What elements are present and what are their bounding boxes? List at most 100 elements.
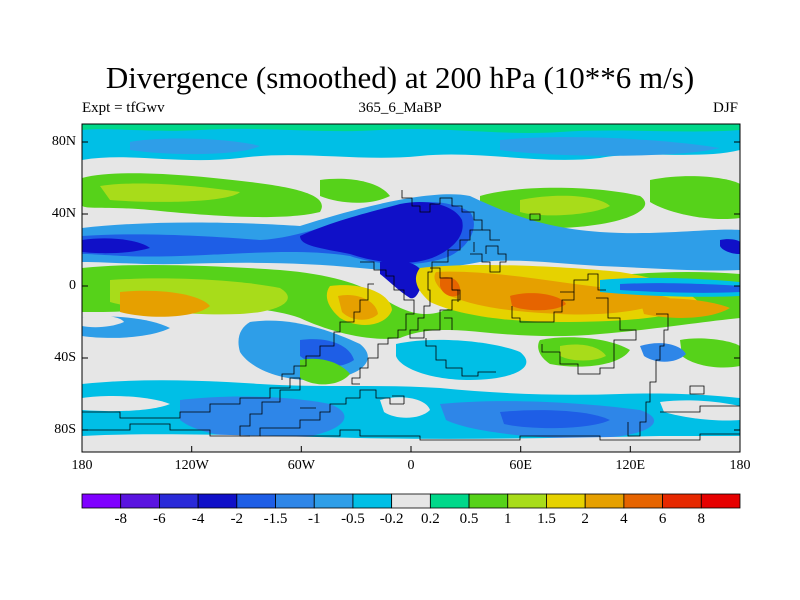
y-tick-label-80S: 80S: [54, 422, 76, 437]
outline-tibet-block: [529, 213, 541, 221]
region-arctic-blue-west: [130, 138, 260, 155]
outline-africa-interior: [444, 289, 459, 330]
outline-antarctic-lower: [82, 423, 740, 441]
colorbar-level-label: -1: [307, 511, 321, 527]
region-eq-orange-mid: [338, 294, 378, 320]
chart-title: Divergence (smoothed) at 200 hPa (10**6 …: [105, 60, 695, 95]
outline-antarctic-mid: [300, 395, 405, 409]
y-tick-label-80N: 80N: [51, 134, 76, 149]
colorbar-level-label: -0.2: [379, 511, 404, 527]
region-sh-grey-gap-2: [380, 397, 430, 418]
outline-south-america: [351, 261, 415, 385]
region-arctic-green: [82, 124, 740, 133]
outline-africa-south: [425, 338, 496, 377]
region-sh-green-australia: [680, 338, 740, 368]
case-label: 365_6_MaBP: [358, 100, 442, 116]
colorbar-swatch: [313, 493, 354, 509]
colorbar-swatch: [120, 493, 160, 509]
region-nh-darkblue-core: [300, 201, 463, 263]
outline-australia: [541, 297, 637, 375]
outline-antarctic-upper-east: [660, 405, 740, 413]
y-axis-ticks: [82, 141, 740, 431]
colorbar-swatch: [507, 493, 547, 509]
y-tick-label-40S: 40S: [54, 350, 76, 365]
colorbar-swatch: [275, 493, 315, 509]
region-nh-yellowgreen-west: [100, 183, 240, 202]
region-nh-green-mid: [320, 178, 390, 203]
colorbar-level-label: 2: [581, 511, 589, 527]
x-tick-label-60W: 60W: [287, 458, 315, 473]
colorbar-swatch: [391, 493, 431, 509]
region-arctic-blue-east: [500, 137, 720, 156]
region-nh-yellow-east: [520, 195, 610, 216]
x-tick-label-180E: 180: [729, 458, 751, 473]
colorbar-level-label: 4: [620, 511, 628, 527]
colorbar-level-label: -0.5: [341, 511, 365, 527]
colorbar-swatch: [352, 493, 393, 509]
colorbar-level-label: 1.5: [537, 511, 556, 527]
outline-small-island: [689, 385, 705, 395]
x-tick-label-0: 0: [407, 458, 415, 473]
outline-indian-block: [511, 292, 575, 323]
colorbar-level-label: 0.5: [459, 511, 479, 527]
outline-asia-coast: [560, 273, 606, 293]
colorbar-swatch: [662, 493, 702, 509]
region-sh-yellow-indian: [560, 344, 606, 361]
region-nh-darkblue-east: [720, 239, 740, 254]
region-sh-grey-gap-1: [82, 396, 170, 412]
colorbar-swatch: [81, 493, 122, 509]
region-nh-darkblue-west: [82, 238, 150, 254]
region-sh-darkblue-east: [500, 410, 610, 429]
region-sh-blue-band: [180, 396, 345, 440]
colorbar-swatch: [197, 493, 238, 509]
colorbar-level-label: -8: [114, 511, 127, 527]
y-tick-label-0: 0: [69, 278, 76, 293]
experiment-label: Expt = tfGwv: [82, 100, 165, 116]
colorbar-swatch: [623, 493, 663, 509]
colorbar-level-label: -4: [191, 511, 205, 527]
outline-east-australia: [627, 313, 669, 437]
region-nh-darkblue-tongue: [380, 260, 424, 299]
colorbar-level-label: -1.5: [263, 511, 288, 527]
region-eq-blue-east-pacific: [620, 283, 740, 293]
region-nh-green-far-east: [650, 176, 740, 220]
region-sh-green-south-america: [300, 358, 350, 385]
x-axis-ticks: [81, 446, 741, 452]
colorbar-level-label: -2: [230, 511, 244, 527]
season-label: DJF: [712, 100, 738, 116]
x-tick-label-60E: 60E: [509, 458, 532, 473]
region-eq-orange-east: [434, 271, 670, 315]
region-eq-orange-west: [120, 290, 210, 317]
region-antarctic-grey: [82, 434, 740, 452]
outline-asia-interior: [473, 229, 500, 252]
outline-south-america-west: [281, 283, 374, 380]
colorbar-level-label: 0.2: [420, 511, 440, 527]
region-eq-red-indian: [510, 293, 566, 311]
outline-arabia-asia: [470, 245, 507, 273]
x-tick-label-180W: 180: [71, 458, 93, 473]
continent-outlines: [82, 190, 740, 441]
x-tick-label-120W: 120W: [174, 458, 209, 473]
colorbar-swatch: [429, 493, 470, 509]
outline-europe-africa: [401, 190, 483, 339]
colorbar: [81, 493, 741, 509]
x-tick-label-120E: 120E: [615, 458, 646, 473]
colorbar-level-label: -6: [153, 511, 166, 527]
region-sh-blue-australia: [640, 343, 686, 362]
colorbar-swatch: [584, 493, 625, 509]
colorbar-swatch: [700, 493, 741, 509]
colorbar-swatch: [159, 493, 199, 509]
colorbar-level-label: 1: [504, 511, 512, 527]
region-sh-cyan-atlantic: [396, 339, 527, 380]
colorbar-level-label: 6: [658, 511, 667, 527]
colorbar-swatch: [468, 493, 509, 509]
y-tick-label-40N: 40N: [51, 206, 76, 221]
region-eq-orange-west-pacific: [640, 298, 730, 318]
region-eq-grey-gap: [82, 315, 124, 328]
region-eq-red-africa: [440, 276, 461, 297]
contour-field: [82, 124, 740, 452]
outline-antarctic-coast: [82, 377, 404, 437]
colorbar-swatch: [236, 493, 276, 509]
colorbar-level-label: 8: [697, 511, 706, 527]
